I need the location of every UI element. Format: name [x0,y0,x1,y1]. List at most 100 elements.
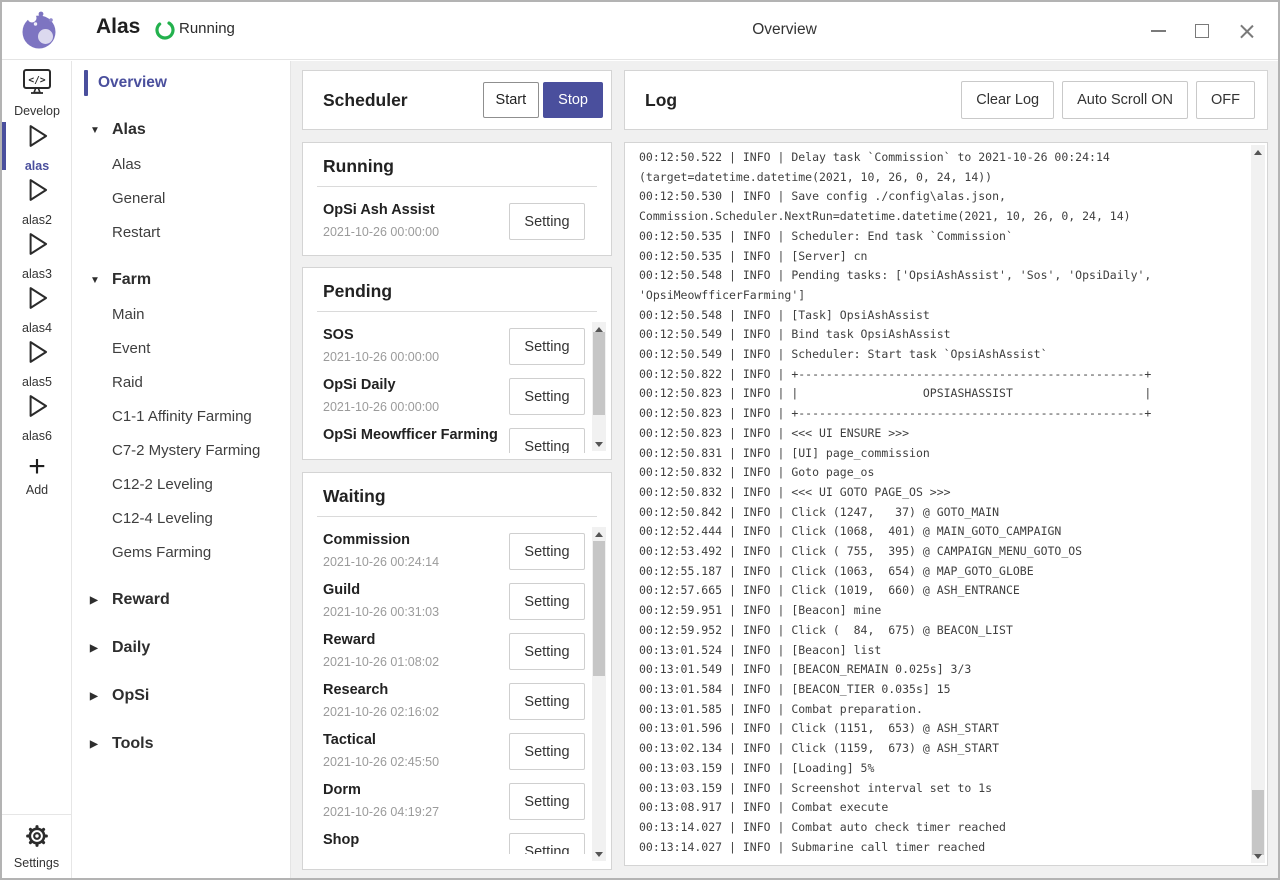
instance-rail: </> Develop alas alas2 alas3 [2,61,72,878]
rail-item-alas[interactable]: alas [2,119,72,173]
scroll-down-icon[interactable] [592,848,606,860]
nav-item-label: Raid [112,373,143,391]
task-setting-button[interactable]: Setting [509,633,585,670]
scroll-down-icon[interactable] [592,438,606,450]
rail-item-alas4[interactable]: alas4 [2,281,72,335]
minimize-button[interactable] [1136,11,1180,51]
task-setting-button[interactable]: Setting [509,833,585,854]
log-line: 00:12:50.549 | INFO | Scheduler: Start t… [639,347,1048,362]
task-setting-button[interactable]: Setting [509,203,585,240]
play-icon [21,282,53,319]
scroll-down-icon[interactable] [1251,850,1265,862]
nav-item[interactable]: Overview [73,67,290,99]
log-line: 00:13:14.027 | INFO | Submarine call tim… [639,839,986,854]
scrollbar-thumb[interactable] [593,541,605,676]
nav-item[interactable]: ▶ OpSi [73,679,290,713]
pending-scrollbar[interactable] [592,322,606,451]
nav-item[interactable]: C12-2 Leveling [73,467,290,501]
task-row: Tactical 2021-10-26 02:45:50 Setting [303,725,589,775]
task-info: Reward 2021-10-26 01:08:02 [323,630,509,671]
scrollbar-thumb[interactable] [593,332,605,415]
task-setting-button[interactable]: Setting [509,533,585,570]
log-line: 00:13:01.585 | INFO | Combat preparation… [639,701,923,716]
scroll-up-icon[interactable] [1251,146,1265,158]
task-next-run-time: 2021-10-26 00:24:14 [323,555,440,569]
task-name: OpSi Ash Assist [323,202,435,218]
clear-log-button[interactable]: Clear Log [961,81,1055,119]
rail-item-label: alas4 [22,320,52,335]
rail-item-alas2[interactable]: alas2 [2,173,72,227]
nav-item[interactable]: ▶ Tools [73,727,290,761]
scrollbar-thumb[interactable] [1252,790,1264,855]
log-lines: 00:12:50.522 | INFO | Delay task `Commis… [639,148,1241,863]
task-next-run-time: 2021-10-26 00:00:00 [323,225,440,239]
nav-menu: Overview ▼ Alas Alas General Restart ▼ F… [73,61,291,878]
nav-item[interactable]: C7-2 Mystery Farming [73,433,290,467]
nav-section-arrow-icon: ▼ [90,124,100,136]
log-line: 00:13:01.524 | INFO | [Beacon] list [639,642,882,657]
nav-item[interactable]: C1-1 Affinity Farming [73,399,290,433]
task-name: Dorm [323,782,361,798]
nav-item-label: Farm [112,271,152,288]
nav-item[interactable]: ▼ Farm [73,263,290,297]
task-row: Shop Setting [303,825,589,854]
log-line: 00:12:59.952 | INFO | Click ( 84, 675) @… [639,622,1013,637]
rail-item-label: alas3 [22,266,52,281]
scroll-up-icon[interactable] [592,528,606,540]
close-button[interactable] [1224,11,1268,51]
pending-panel: Pending SOS 2021-10-26 00:00:00 Setting … [302,267,612,460]
waiting-scrollbar[interactable] [592,527,606,861]
task-next-run-time: 2021-10-26 02:45:50 [323,755,440,769]
task-name: Tactical [323,732,376,748]
running-spinner-icon [154,19,176,41]
task-info: OpSi Meowfficer Farming [323,425,509,449]
task-info: Guild 2021-10-26 00:31:03 [323,580,509,621]
nav-item[interactable]: Main [73,297,290,331]
nav-item[interactable]: ▶ Daily [73,631,290,665]
task-row: Reward 2021-10-26 01:08:02 Setting [303,625,589,675]
settings-button[interactable]: Settings [2,814,71,878]
nav-item-label: Tools [112,735,154,752]
rail-item-alas5[interactable]: alas5 [2,335,72,389]
scheduler-start-button[interactable]: Start [482,82,540,118]
log-scrollbar[interactable] [1251,145,1265,863]
alas-logo-icon [18,10,60,52]
nav-item[interactable]: Gems Farming [73,535,290,569]
task-setting-button[interactable]: Setting [509,733,585,770]
task-next-run-time: 2021-10-26 02:16:02 [323,705,440,719]
log-output: 00:12:50.522 | INFO | Delay task `Commis… [624,142,1268,866]
task-name: SOS [323,327,354,343]
nav-item[interactable]: Event [73,331,290,365]
log-line: 00:13:01.596 | INFO | Click (1151, 653) … [639,721,1000,736]
nav-item[interactable]: ▶ Reward [73,583,290,617]
topbar: Alas Running Overview [2,2,1278,60]
task-setting-button[interactable]: Setting [509,583,585,620]
task-setting-button[interactable]: Setting [509,683,585,720]
window-controls [1136,2,1268,60]
rail-item-alas3[interactable]: alas3 [2,227,72,281]
task-setting-button[interactable]: Setting [509,783,585,820]
auto-scroll-off-button[interactable]: OFF [1196,81,1255,119]
nav-item[interactable]: C12-4 Leveling [73,501,290,535]
log-line: 00:12:50.548 | INFO | Pending tasks: ['O… [639,268,1159,302]
task-setting-button[interactable]: Setting [509,378,585,415]
auto-scroll-on-button[interactable]: Auto Scroll ON [1062,81,1188,119]
nav-item[interactable]: Raid [73,365,290,399]
maximize-button[interactable] [1180,11,1224,51]
task-setting-button[interactable]: Setting [509,328,585,365]
rail-item-develop[interactable]: </> Develop [2,65,72,119]
add-instance-button[interactable]: + Add [2,443,72,507]
nav-item-label: OpSi [112,687,150,704]
nav-item[interactable]: Alas [73,147,290,181]
rail-item-alas6[interactable]: alas6 [2,389,72,443]
task-row: Commission 2021-10-26 00:24:14 Setting [303,525,589,575]
nav-section-arrow-icon: ▶ [90,642,98,654]
nav-item[interactable]: Restart [73,215,290,249]
nav-item[interactable]: General [73,181,290,215]
log-line: 00:12:59.951 | INFO | [Beacon] mine [639,603,882,618]
task-info: OpSi Ash Assist 2021-10-26 00:00:00 [323,200,509,241]
scheduler-stop-button[interactable]: Stop [543,82,603,118]
task-setting-button[interactable]: Setting [509,428,585,453]
nav-item[interactable]: ▼ Alas [73,113,290,147]
scroll-up-icon[interactable] [592,323,606,335]
